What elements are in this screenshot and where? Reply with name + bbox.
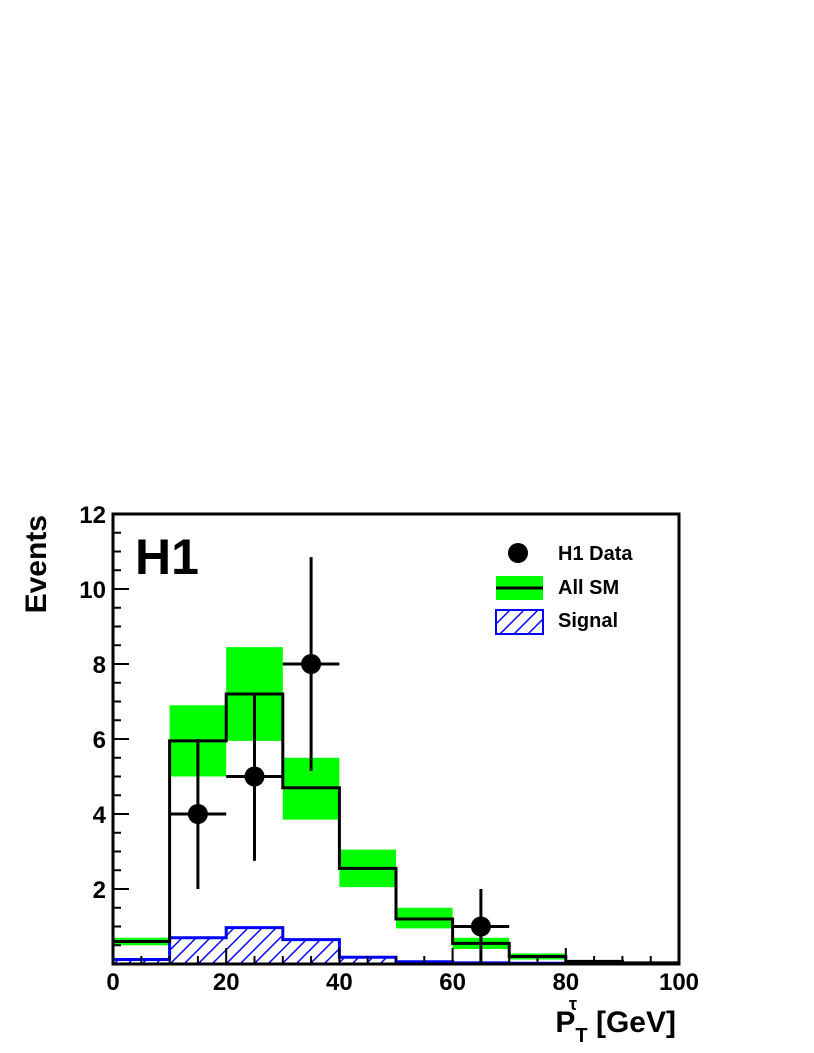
y-tick-label: 2 xyxy=(93,877,106,904)
h1-data-points xyxy=(169,557,510,964)
y-tick-label: 10 xyxy=(79,577,106,604)
legend-label-sm: All SM xyxy=(558,577,619,599)
y-axis-title: Events xyxy=(20,515,53,613)
data-point xyxy=(452,889,510,964)
y-tick-label: 8 xyxy=(93,652,106,679)
experiment-label: H1 xyxy=(135,529,199,585)
x-tick-label: 100 xyxy=(659,969,699,996)
data-point xyxy=(169,739,227,889)
data-marker xyxy=(187,804,208,824)
axes: 0 20 40 60 80 100 2 4 6 8 10 12 xyxy=(79,502,699,996)
x-axis-title-sup: τ xyxy=(569,994,577,1014)
x-axis-title-main: P xyxy=(555,1006,575,1039)
legend: H1 Data All SM Signal xyxy=(495,543,633,635)
legend-entry-all-sm: All SM xyxy=(496,576,619,600)
data-point xyxy=(282,557,340,771)
x-axis-title-sub: T xyxy=(575,1025,587,1047)
legend-entry-signal: Signal xyxy=(495,609,618,635)
svg-text:PT [GeV]: PT [GeV] xyxy=(555,1006,676,1047)
y-tick-label: 12 xyxy=(79,502,106,529)
x-axis-title-unit: [GeV] xyxy=(588,1006,676,1039)
legend-entry-h1-data: H1 Data xyxy=(508,543,633,565)
data-point xyxy=(226,694,283,861)
data-marker xyxy=(244,766,265,787)
legend-label-data: H1 Data xyxy=(558,543,633,565)
x-tick-label: 0 xyxy=(106,969,119,996)
data-marker xyxy=(470,916,491,937)
x-tick-label: 40 xyxy=(326,969,353,996)
legend-swatch-signal xyxy=(495,609,544,635)
x-axis-title: PT [GeV] τ xyxy=(555,994,676,1047)
x-tick-label: 60 xyxy=(439,969,466,996)
data-marker xyxy=(301,654,322,674)
y-tick-label: 6 xyxy=(93,727,106,754)
x-tick-label: 20 xyxy=(213,969,240,996)
legend-marker-data xyxy=(508,543,528,563)
x-tick-label: 80 xyxy=(552,969,579,996)
y-tick-label: 4 xyxy=(93,802,107,829)
legend-label-signal: Signal xyxy=(558,610,618,632)
